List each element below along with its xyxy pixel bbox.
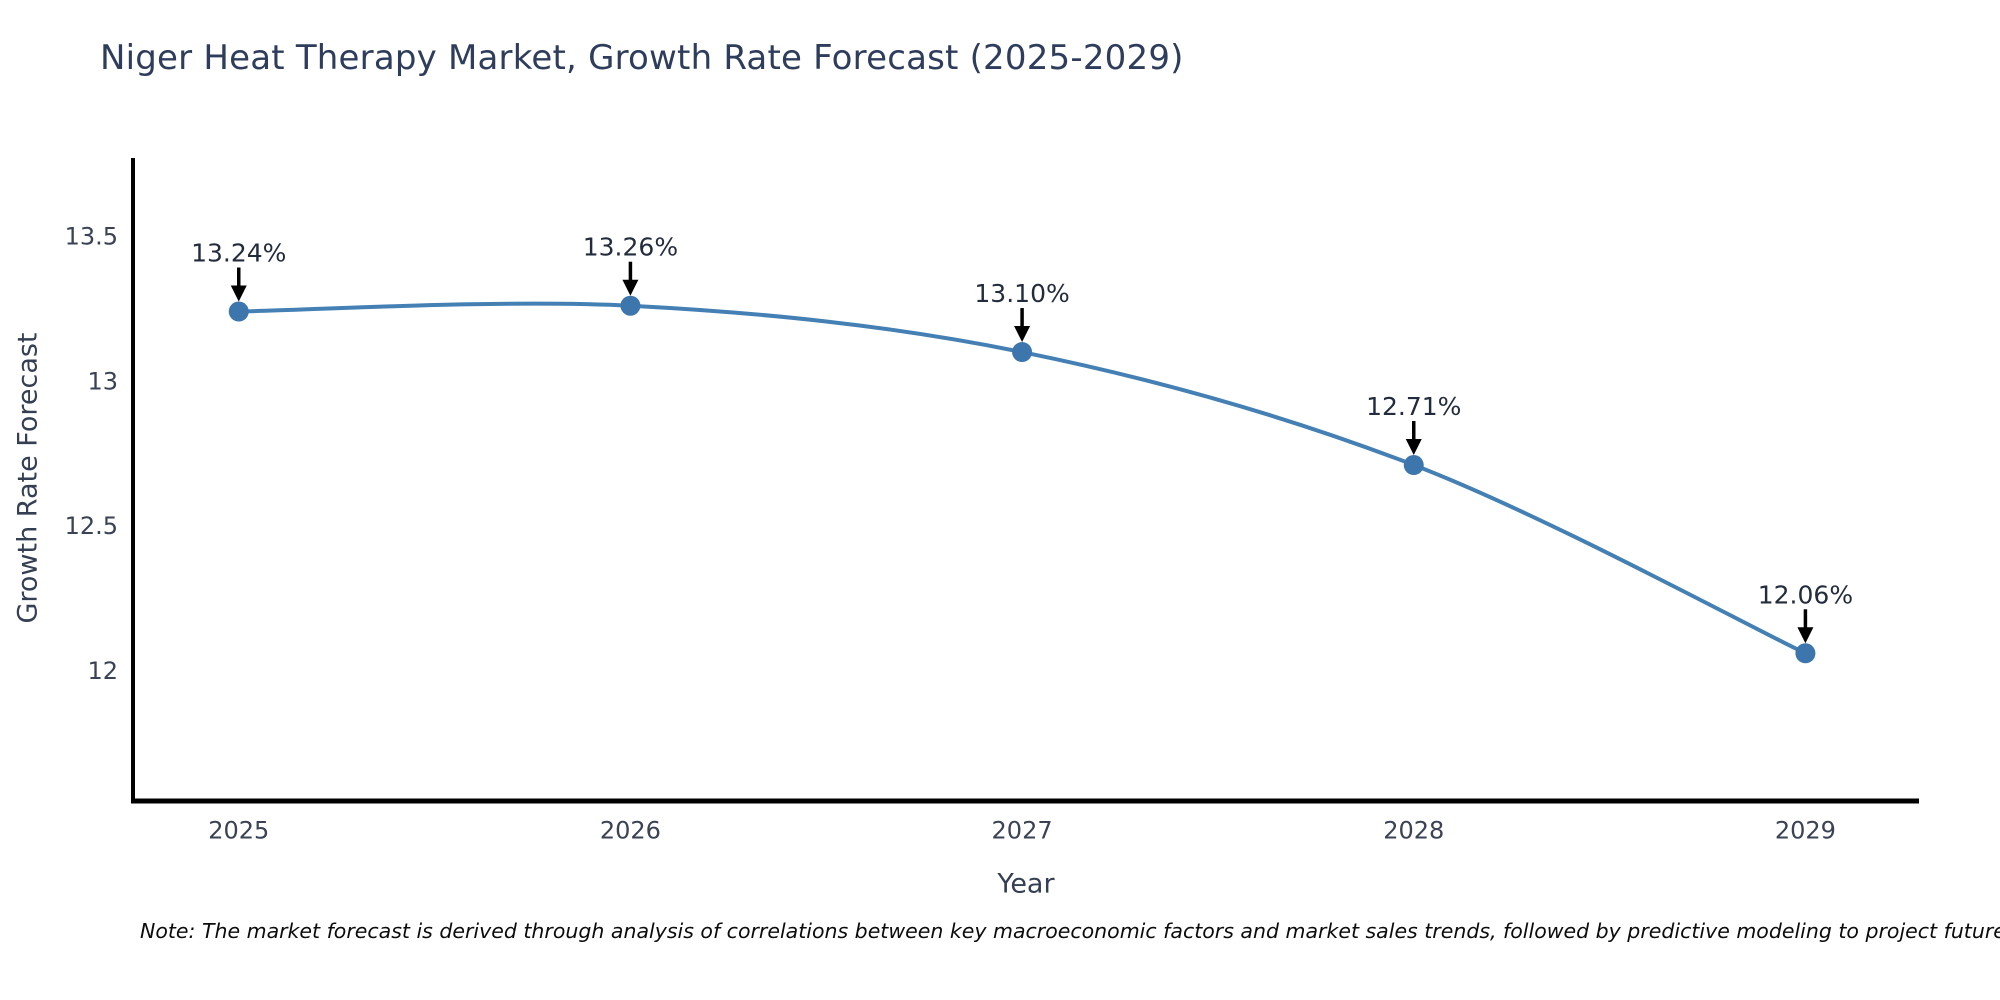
annotation-label: 13.24%: [191, 239, 286, 268]
annotation-label: 12.06%: [1758, 580, 1853, 609]
x-axis-title: Year: [997, 868, 1055, 900]
annotation-label: 13.26%: [583, 233, 678, 262]
data-point-marker: [1012, 342, 1033, 363]
y-tick-label: 12: [87, 657, 118, 685]
data-point-marker: [1795, 643, 1816, 664]
annotation-arrowhead: [1797, 627, 1814, 644]
data-point-marker: [228, 301, 249, 322]
y-tick-label: 13.5: [65, 223, 118, 251]
x-tick-label: 2029: [1775, 816, 1836, 844]
data-point-marker: [1403, 455, 1424, 476]
y-tick-label: 12.5: [65, 512, 118, 540]
annotation-arrowhead: [1405, 439, 1422, 456]
x-tick-label: 2026: [600, 816, 661, 844]
annotation-arrowhead: [230, 285, 247, 302]
annotation-arrowhead: [1014, 326, 1031, 343]
x-tick-label: 2028: [1383, 816, 1444, 844]
y-tick-label: 13: [87, 367, 118, 395]
annotation-label: 12.71%: [1366, 392, 1461, 421]
annotation-label: 13.10%: [974, 279, 1069, 308]
annotation-arrowhead: [622, 279, 639, 296]
data-point-marker: [620, 295, 641, 316]
chart-title: Niger Heat Therapy Market, Growth Rate F…: [100, 38, 1184, 78]
y-axis-title: Growth Rate Forecast: [12, 332, 44, 624]
footnote: Note: The market forecast is derived thr…: [140, 919, 2000, 943]
x-tick-label: 2025: [208, 816, 269, 844]
x-tick-label: 2027: [992, 816, 1053, 844]
